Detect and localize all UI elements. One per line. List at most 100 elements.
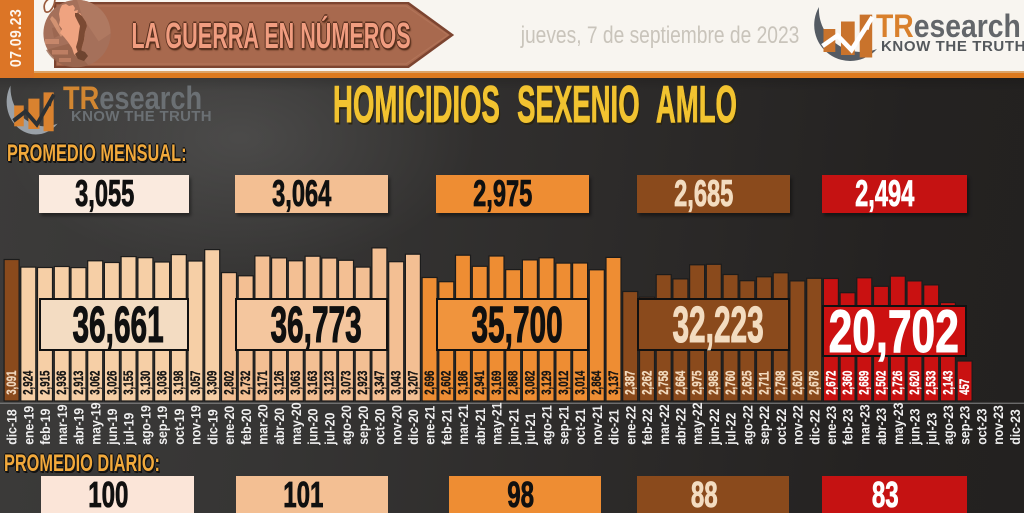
svg-text:2,533: 2,533 xyxy=(924,370,939,395)
svg-text:abr-22: abr-22 xyxy=(673,408,689,445)
svg-text:2,620: 2,620 xyxy=(790,371,805,395)
svg-text:sep-22: sep-22 xyxy=(756,406,772,445)
svg-text:2,915: 2,915 xyxy=(38,370,53,395)
svg-text:2,689: 2,689 xyxy=(857,370,872,395)
svg-text:jun-19: jun-19 xyxy=(104,409,120,446)
svg-text:may-21: may-21 xyxy=(489,402,505,444)
svg-text:sep-19: sep-19 xyxy=(154,406,170,445)
svg-text:ene-21: ene-21 xyxy=(422,406,438,445)
svg-text:abr-20: abr-20 xyxy=(271,408,287,445)
svg-text:dic-23: dic-23 xyxy=(1007,409,1023,445)
svg-text:jul-22: jul-22 xyxy=(723,413,739,446)
svg-text:feb-23: feb-23 xyxy=(840,409,856,445)
svg-text:ago-23: ago-23 xyxy=(940,405,956,445)
svg-text:nov-23: nov-23 xyxy=(990,405,1006,445)
svg-text:mar-20: mar-20 xyxy=(255,404,271,444)
svg-text:sep-20: sep-20 xyxy=(355,406,371,445)
svg-text:3,063: 3,063 xyxy=(289,370,304,395)
svg-text:2,798: 2,798 xyxy=(774,370,789,395)
svg-text:2,760: 2,760 xyxy=(724,371,739,395)
svg-text:457: 457 xyxy=(958,379,973,395)
svg-text:may-22: may-22 xyxy=(689,402,705,444)
svg-text:2,726: 2,726 xyxy=(891,370,906,395)
svg-text:oct-19: oct-19 xyxy=(171,409,187,445)
svg-text:2,602: 2,602 xyxy=(439,370,454,395)
svg-text:3,129: 3,129 xyxy=(540,370,555,395)
svg-text:nov-21: nov-21 xyxy=(589,405,605,445)
svg-text:dic-22: dic-22 xyxy=(807,409,823,445)
svg-text:ago-20: ago-20 xyxy=(338,405,354,445)
svg-text:2,360: 2,360 xyxy=(841,371,856,395)
svg-text:abr-23: abr-23 xyxy=(873,408,889,445)
svg-text:3,171: 3,171 xyxy=(255,370,270,395)
svg-text:dic-21: dic-21 xyxy=(606,409,622,445)
svg-text:feb-19: feb-19 xyxy=(37,409,53,445)
svg-text:2,502: 2,502 xyxy=(874,370,889,395)
svg-text:3,014: 3,014 xyxy=(573,370,588,395)
svg-text:jun-22: jun-22 xyxy=(706,409,722,446)
svg-text:sep-23: sep-23 xyxy=(957,406,973,445)
svg-text:oct-20: oct-20 xyxy=(372,409,388,445)
svg-text:2,924: 2,924 xyxy=(21,370,36,395)
svg-text:3,091: 3,091 xyxy=(5,370,20,395)
svg-text:2,975: 2,975 xyxy=(690,370,705,395)
svg-text:oct-22: oct-22 xyxy=(773,409,789,445)
svg-text:3,137: 3,137 xyxy=(606,371,621,395)
svg-text:mar-21: mar-21 xyxy=(455,404,471,444)
svg-text:2,802: 2,802 xyxy=(222,370,237,395)
svg-text:2,143: 2,143 xyxy=(941,370,956,395)
svg-text:jul-20: jul-20 xyxy=(322,413,338,446)
svg-text:2,913: 2,913 xyxy=(71,370,86,395)
svg-text:3,186: 3,186 xyxy=(456,370,471,395)
svg-text:ene-23: ene-23 xyxy=(823,406,839,445)
svg-text:3,062: 3,062 xyxy=(88,370,103,395)
svg-text:ene-20: ene-20 xyxy=(221,406,237,445)
svg-text:ago-19: ago-19 xyxy=(138,405,154,445)
svg-text:3,057: 3,057 xyxy=(188,371,203,395)
svg-text:3,169: 3,169 xyxy=(489,370,504,395)
svg-text:3,043: 3,043 xyxy=(389,370,404,395)
svg-text:feb-21: feb-21 xyxy=(439,409,455,445)
svg-text:ene-22: ene-22 xyxy=(623,406,639,445)
svg-text:oct-23: oct-23 xyxy=(974,409,990,445)
svg-text:2,732: 2,732 xyxy=(239,370,254,395)
svg-text:2,387: 2,387 xyxy=(623,371,638,395)
svg-text:3,155: 3,155 xyxy=(122,370,137,395)
svg-text:2,678: 2,678 xyxy=(807,370,822,395)
svg-text:mar-23: mar-23 xyxy=(857,404,873,444)
svg-text:jun-21: jun-21 xyxy=(506,409,522,446)
svg-text:3,082: 3,082 xyxy=(523,370,538,395)
svg-text:3,036: 3,036 xyxy=(155,370,170,395)
svg-text:2,758: 2,758 xyxy=(657,370,672,395)
svg-text:nov-20: nov-20 xyxy=(389,405,405,445)
svg-text:jul-19: jul-19 xyxy=(121,413,137,446)
svg-text:ene-19: ene-19 xyxy=(21,406,37,445)
svg-text:feb-22: feb-22 xyxy=(639,409,655,445)
svg-text:2,262: 2,262 xyxy=(640,370,655,395)
svg-text:2,625: 2,625 xyxy=(740,370,755,395)
svg-text:2,672: 2,672 xyxy=(824,370,839,395)
svg-text:2,868: 2,868 xyxy=(506,370,521,395)
svg-text:jul-23: jul-23 xyxy=(924,413,940,446)
svg-text:3,012: 3,012 xyxy=(556,370,571,395)
svg-text:2,923: 2,923 xyxy=(356,370,371,395)
svg-text:nov-22: nov-22 xyxy=(790,405,806,445)
svg-text:jun-20: jun-20 xyxy=(305,409,321,446)
svg-text:abr-21: abr-21 xyxy=(472,408,488,445)
svg-text:sep-21: sep-21 xyxy=(556,406,572,445)
svg-text:ago-21: ago-21 xyxy=(539,405,555,445)
svg-text:may-23: may-23 xyxy=(890,402,906,444)
svg-text:dic-19: dic-19 xyxy=(205,409,221,445)
svg-text:2,941: 2,941 xyxy=(473,370,488,395)
svg-text:3,130: 3,130 xyxy=(138,371,153,395)
svg-text:2,664: 2,664 xyxy=(673,370,688,395)
svg-text:3,126: 3,126 xyxy=(272,370,287,395)
svg-text:may-20: may-20 xyxy=(288,402,304,444)
svg-text:feb-20: feb-20 xyxy=(238,409,254,445)
svg-text:2,864: 2,864 xyxy=(590,370,605,395)
svg-text:2,620: 2,620 xyxy=(907,371,922,395)
svg-text:3,309: 3,309 xyxy=(205,370,220,395)
svg-text:2,696: 2,696 xyxy=(423,370,438,395)
svg-text:jul-21: jul-21 xyxy=(522,413,538,446)
svg-text:dic-18: dic-18 xyxy=(4,409,20,445)
